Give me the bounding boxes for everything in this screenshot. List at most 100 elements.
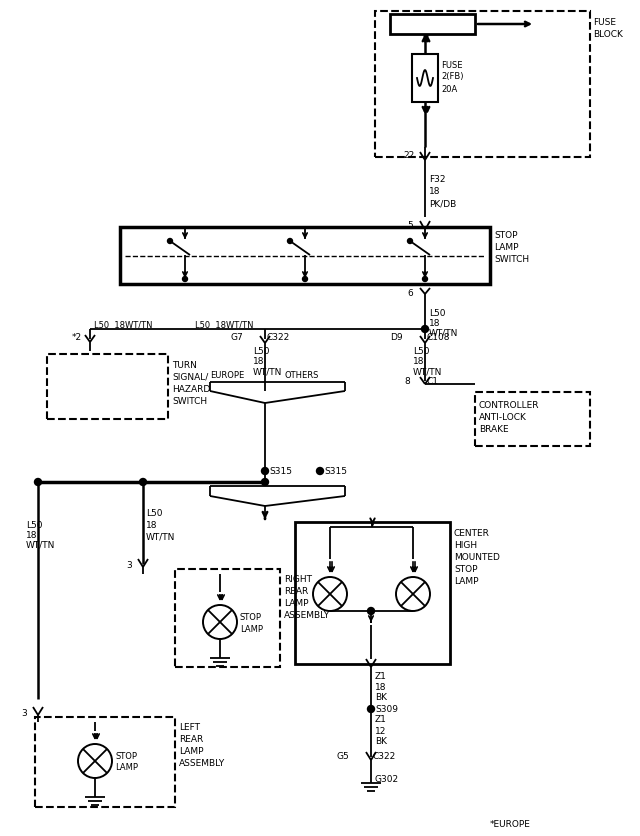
- Text: WT/TN: WT/TN: [413, 367, 442, 376]
- Text: 20A: 20A: [441, 84, 457, 94]
- Text: D9: D9: [390, 333, 403, 342]
- Circle shape: [303, 278, 307, 283]
- Text: L50: L50: [253, 347, 269, 356]
- Circle shape: [287, 239, 292, 244]
- Text: 8: 8: [404, 376, 410, 385]
- Text: REAR: REAR: [179, 735, 204, 743]
- Text: SIGNAL/: SIGNAL/: [172, 372, 208, 381]
- Text: WT/TN: WT/TN: [26, 540, 56, 549]
- Text: WT/TN: WT/TN: [429, 328, 458, 337]
- Bar: [35, 717, 175, 807]
- Text: 18: 18: [413, 357, 424, 366]
- Text: Z1: Z1: [375, 715, 387, 724]
- Text: MOUNTED: MOUNTED: [454, 552, 500, 561]
- Circle shape: [422, 278, 428, 283]
- Text: L50: L50: [146, 508, 163, 517]
- Text: G7: G7: [230, 333, 243, 342]
- Text: 18: 18: [375, 683, 387, 691]
- Text: ASSEMBLY: ASSEMBLY: [179, 758, 225, 767]
- Text: LAMP: LAMP: [494, 243, 518, 252]
- Text: F32: F32: [429, 176, 445, 184]
- Circle shape: [262, 479, 269, 486]
- Text: HAZARD: HAZARD: [172, 384, 211, 393]
- Text: WT/TN: WT/TN: [253, 367, 282, 376]
- Text: REAR: REAR: [284, 587, 308, 596]
- Circle shape: [367, 608, 374, 614]
- Circle shape: [182, 278, 188, 283]
- Text: L50  18WT/TN: L50 18WT/TN: [195, 320, 253, 329]
- Circle shape: [168, 239, 173, 244]
- Text: OTHERS: OTHERS: [285, 371, 319, 380]
- Text: 18: 18: [26, 530, 38, 539]
- Text: L50: L50: [429, 308, 445, 317]
- Text: BK: BK: [375, 737, 387, 746]
- Text: 22: 22: [403, 151, 414, 161]
- Text: *EUROPE: *EUROPE: [490, 819, 531, 828]
- Text: RIGHT: RIGHT: [284, 575, 312, 584]
- Text: 18: 18: [146, 520, 157, 529]
- Text: LAMP: LAMP: [179, 747, 204, 756]
- Text: STOP: STOP: [115, 752, 137, 761]
- Bar: [390, 15, 475, 35]
- Text: L50: L50: [413, 347, 429, 356]
- Text: 2(FB): 2(FB): [441, 73, 463, 81]
- Text: FUSE: FUSE: [441, 60, 463, 69]
- Bar: [47, 354, 168, 420]
- Text: SWITCH: SWITCH: [172, 396, 207, 405]
- Text: TURN: TURN: [172, 360, 197, 369]
- Circle shape: [317, 468, 323, 475]
- Text: SWITCH: SWITCH: [494, 255, 529, 264]
- Text: C108: C108: [427, 333, 451, 342]
- Bar: [412, 55, 438, 103]
- Circle shape: [408, 239, 413, 244]
- Text: BATT A6: BATT A6: [406, 20, 459, 30]
- Text: FUSE: FUSE: [593, 18, 616, 27]
- Circle shape: [35, 479, 42, 486]
- Circle shape: [262, 468, 269, 475]
- Circle shape: [140, 479, 147, 486]
- Text: STOP: STOP: [240, 613, 262, 622]
- Text: L50: L50: [26, 520, 42, 529]
- Text: S315: S315: [324, 467, 347, 476]
- Text: C322: C322: [373, 752, 396, 761]
- Bar: [295, 522, 450, 665]
- Text: G5: G5: [336, 752, 349, 761]
- Text: Z1: Z1: [375, 671, 387, 681]
- Text: C322: C322: [267, 333, 291, 342]
- Bar: [175, 569, 280, 667]
- Bar: [375, 12, 590, 158]
- Text: ASSEMBLY: ASSEMBLY: [284, 611, 330, 619]
- Text: HIGH: HIGH: [454, 540, 477, 549]
- Circle shape: [367, 706, 374, 712]
- Text: BRAKE: BRAKE: [479, 424, 509, 433]
- Text: STOP: STOP: [494, 232, 518, 240]
- Text: G302: G302: [375, 775, 399, 783]
- Text: 3: 3: [21, 709, 27, 717]
- Text: ANTI-LOCK: ANTI-LOCK: [479, 412, 527, 421]
- Bar: [120, 227, 490, 285]
- Text: C1: C1: [427, 376, 439, 385]
- Text: EUROPE: EUROPE: [210, 371, 244, 380]
- Text: 3: 3: [126, 561, 132, 570]
- Text: LAMP: LAMP: [240, 624, 263, 633]
- Text: CONTROLLER: CONTROLLER: [479, 400, 540, 409]
- Text: LEFT: LEFT: [179, 722, 200, 732]
- Text: 5: 5: [407, 220, 413, 229]
- Circle shape: [422, 326, 429, 333]
- Text: CENTER: CENTER: [454, 528, 490, 537]
- Text: 18: 18: [429, 319, 440, 327]
- Text: S309: S309: [375, 705, 398, 714]
- Text: *2: *2: [72, 333, 82, 342]
- Text: L50  18WT/TN: L50 18WT/TN: [94, 320, 152, 329]
- Text: 6: 6: [407, 288, 413, 297]
- Text: WT/TN: WT/TN: [146, 532, 175, 541]
- Text: BK: BK: [375, 693, 387, 701]
- Text: LAMP: LAMP: [115, 762, 138, 772]
- Text: 12: 12: [375, 726, 387, 736]
- Bar: [475, 393, 590, 446]
- Text: LAMP: LAMP: [454, 576, 479, 585]
- Text: 18: 18: [429, 187, 440, 196]
- Text: BLOCK: BLOCK: [593, 29, 623, 38]
- Text: 18: 18: [253, 357, 264, 366]
- Text: PK/DB: PK/DB: [429, 199, 456, 208]
